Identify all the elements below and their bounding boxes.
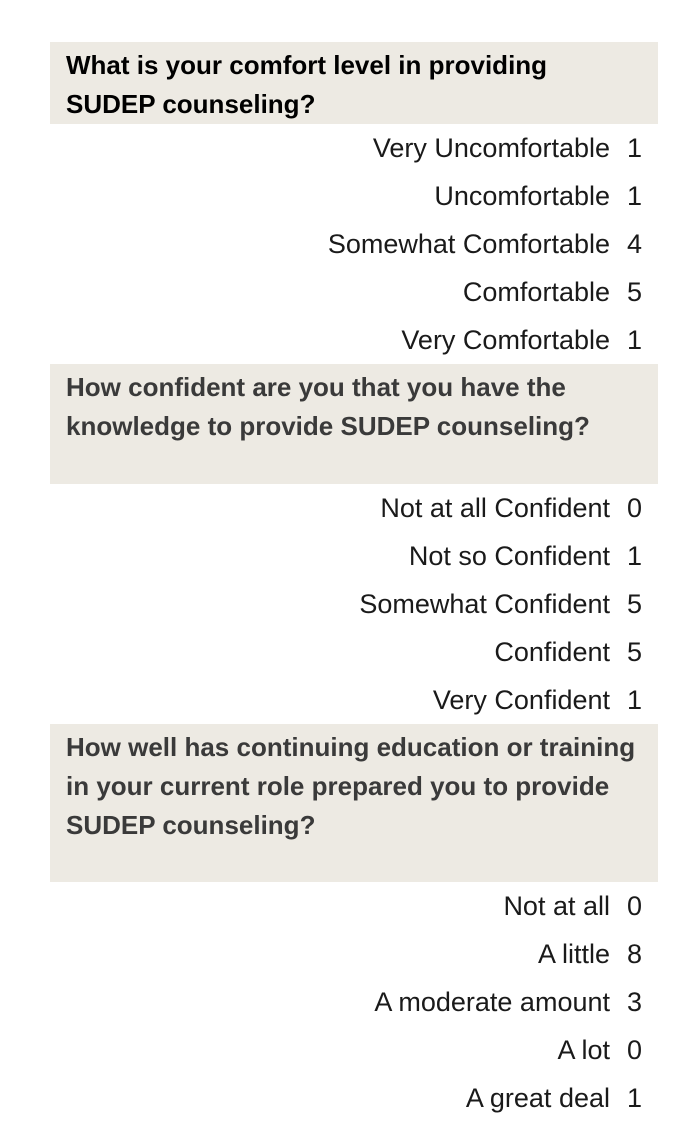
survey-results-table: What is your comfort level in providing …: [50, 42, 658, 1122]
answer-row: Not at all Confident 0: [50, 484, 658, 532]
answer-label: Confident: [494, 636, 610, 667]
answer-label: Not at all: [503, 890, 610, 921]
answer-label: Very Uncomfortable: [372, 132, 610, 163]
answer-label: A lot: [557, 1034, 610, 1065]
question-heading: What is your comfort level in providing …: [50, 42, 658, 124]
question-block-training: How well has continuing education or tra…: [50, 724, 658, 1122]
answer-count: 4: [626, 228, 642, 259]
question-heading: How confident are you that you have the …: [50, 364, 658, 484]
answer-label: Very Comfortable: [401, 324, 610, 355]
answer-row: Not so Confident 1: [50, 532, 658, 580]
answer-count: 3: [626, 986, 642, 1017]
answer-row: Somewhat Confident 5: [50, 580, 658, 628]
answer-label: A little: [537, 938, 610, 969]
answer-row: A great deal 1: [50, 1074, 658, 1122]
answer-count: 0: [626, 1034, 642, 1065]
answer-row: Uncomfortable 1: [50, 172, 658, 220]
answer-count: 1: [626, 180, 642, 211]
answer-count: 1: [626, 324, 642, 355]
answer-row: A little 8: [50, 930, 658, 978]
answer-label: A moderate amount: [374, 986, 610, 1017]
answer-label: Not so Confident: [408, 540, 610, 571]
answer-row: Comfortable 5: [50, 268, 658, 316]
answer-list: Not at all 0 A little 8 A moderate amoun…: [50, 882, 658, 1122]
answer-row: Very Comfortable 1: [50, 316, 658, 364]
answer-label: A great deal: [465, 1082, 610, 1113]
question-block-comfort: What is your comfort level in providing …: [50, 42, 658, 364]
answer-count: 8: [626, 938, 642, 969]
answer-label: Somewhat Comfortable: [327, 228, 610, 259]
answer-label: Uncomfortable: [434, 180, 610, 211]
answer-count: 5: [626, 588, 642, 619]
answer-count: 5: [626, 636, 642, 667]
answer-list: Very Uncomfortable 1 Uncomfortable 1 Som…: [50, 124, 658, 364]
answer-count: 0: [626, 890, 642, 921]
answer-row: Confident 5: [50, 628, 658, 676]
answer-row: Very Uncomfortable 1: [50, 124, 658, 172]
answer-count: 5: [626, 276, 642, 307]
answer-row: Somewhat Comfortable 4: [50, 220, 658, 268]
answer-count: 1: [626, 684, 642, 715]
answer-row: A lot 0: [50, 1026, 658, 1074]
answer-label: Not at all Confident: [380, 492, 610, 523]
answer-row: Not at all 0: [50, 882, 658, 930]
answer-row: A moderate amount 3: [50, 978, 658, 1026]
question-heading: How well has continuing education or tra…: [50, 724, 658, 882]
answer-row: Very Confident 1: [50, 676, 658, 724]
answer-count: 1: [626, 540, 642, 571]
answer-count: 1: [626, 132, 642, 163]
answer-label: Very Confident: [432, 684, 610, 715]
answer-label: Comfortable: [462, 276, 610, 307]
answer-label: Somewhat Confident: [359, 588, 610, 619]
answer-count: 0: [626, 492, 642, 523]
question-block-confidence: How confident are you that you have the …: [50, 364, 658, 724]
answer-count: 1: [626, 1082, 642, 1113]
answer-list: Not at all Confident 0 Not so Confident …: [50, 484, 658, 724]
